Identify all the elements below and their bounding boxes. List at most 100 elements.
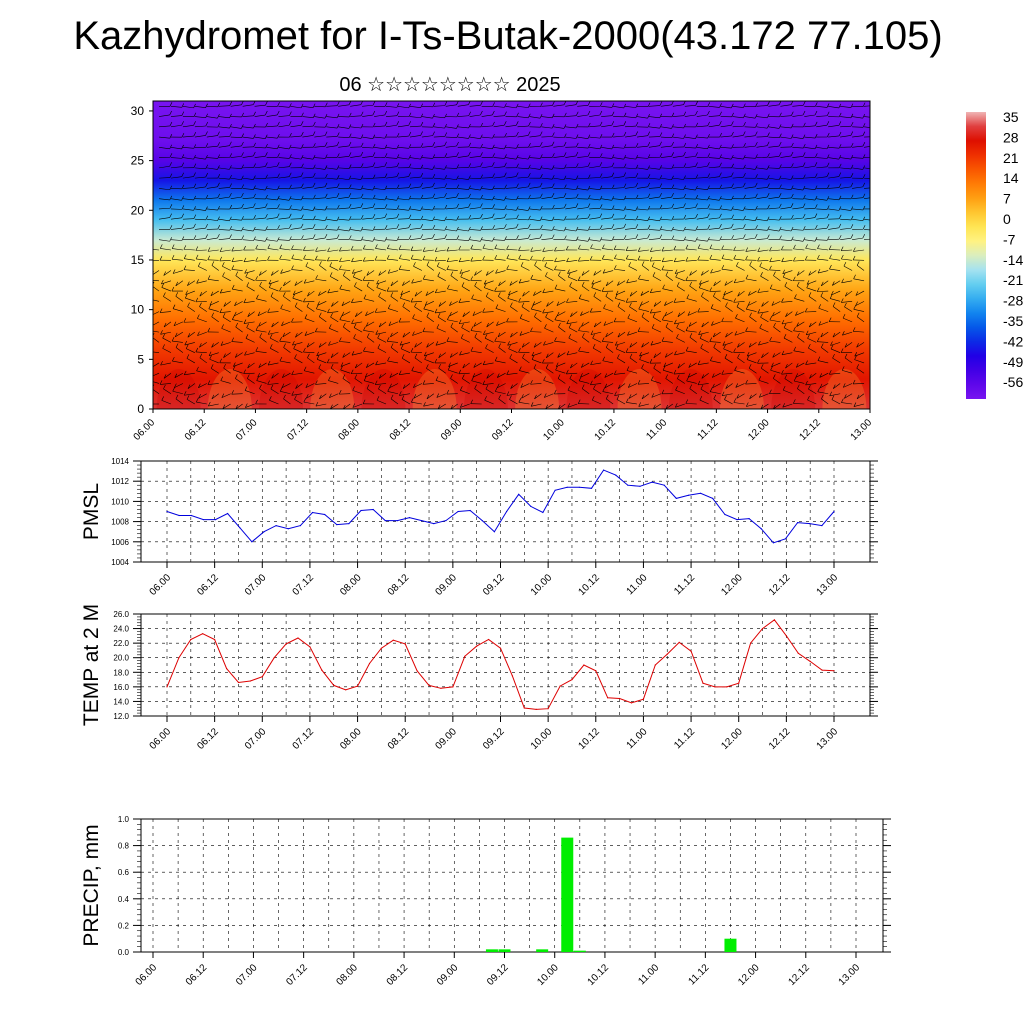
wind-barb	[591, 280, 602, 285]
wind-barb	[746, 308, 757, 312]
wind-barb	[389, 383, 399, 388]
wind-barb	[291, 258, 303, 261]
wind-barb-feather	[355, 312, 358, 317]
wind-barb-feather	[737, 353, 740, 358]
wind-barb-feather	[820, 332, 824, 338]
wind-barb	[374, 198, 385, 201]
wind-barb	[652, 316, 662, 323]
wind-barb-feather	[733, 246, 736, 251]
wind-barb-feather	[434, 256, 438, 262]
wind-barb-feather	[172, 304, 176, 309]
wind-barb	[701, 270, 709, 276]
wind-barb	[665, 275, 674, 282]
x-tick-label: 12.12	[797, 417, 823, 443]
wind-barb-feather	[377, 334, 380, 339]
wind-barb	[437, 266, 446, 271]
wind-barb-feather	[819, 373, 823, 378]
wind-barb-feather	[617, 384, 621, 389]
wind-barb	[170, 176, 182, 179]
wind-barb	[616, 399, 626, 405]
wind-barb-feather	[229, 216, 232, 221]
wind-barb	[462, 311, 470, 318]
wind-barb	[326, 105, 338, 107]
wind-barb-feather	[217, 114, 220, 119]
wind-barb-feather	[193, 195, 196, 201]
wind-barb	[222, 266, 231, 271]
wind-barb-feather	[568, 323, 572, 328]
wind-barb-feather	[570, 363, 573, 369]
pmsl-point	[554, 489, 556, 491]
wind-barb-feather	[183, 254, 187, 259]
wind-barb-feather	[387, 269, 391, 274]
wind-barb-feather	[599, 204, 603, 209]
wind-barb	[768, 218, 780, 221]
wind-barb	[581, 362, 590, 368]
wind-barb-feather	[638, 274, 641, 280]
wind-barb	[266, 147, 278, 150]
x-tick-label: 12.00	[736, 962, 762, 988]
wind-barb	[711, 321, 721, 326]
wind-barb	[605, 280, 614, 287]
wind-barb-feather	[676, 282, 680, 287]
wind-barb-feather	[468, 203, 471, 208]
wind-barb-feather	[256, 294, 259, 299]
wind-barb	[628, 265, 638, 271]
wind-barb	[307, 290, 315, 297]
wind-barb-feather	[396, 184, 400, 189]
wind-barb-feather	[492, 133, 495, 139]
wind-barb	[259, 388, 267, 394]
wind-barb-feather	[461, 282, 465, 287]
wind-barb	[505, 176, 517, 179]
y-tick-label: 0	[137, 402, 144, 416]
wind-barb-feather	[613, 317, 617, 322]
wind-barb	[469, 114, 481, 117]
wind-barb	[840, 135, 851, 138]
wind-barb	[270, 348, 279, 353]
wind-barb-feather	[862, 193, 866, 198]
wind-barb-feather	[855, 291, 859, 296]
wind-barb	[544, 327, 554, 333]
wind-barb-feather	[336, 234, 340, 239]
wind-barb	[684, 166, 696, 169]
wind-barb	[493, 217, 505, 220]
wind-barb	[568, 276, 578, 282]
wind-barb-feather	[773, 322, 776, 328]
wind-barb	[589, 177, 601, 179]
wind-barb	[736, 306, 745, 312]
wind-barb-feather	[449, 353, 453, 358]
wind-barb-feather	[304, 314, 308, 319]
wind-barb	[220, 380, 231, 384]
wind-barb	[161, 400, 172, 405]
temp-point	[678, 641, 680, 644]
wind-barb	[531, 403, 542, 407]
wind-barb-feather	[796, 322, 799, 327]
wind-barb-feather	[510, 333, 513, 338]
wind-barb-feather	[707, 225, 711, 230]
wind-barb-feather	[838, 163, 842, 168]
wind-barb-feather	[195, 347, 199, 353]
wind-barb	[493, 105, 505, 108]
wind-barb	[255, 351, 267, 353]
wind-barb	[194, 208, 206, 211]
wind-barb-feather	[826, 132, 830, 138]
wind-barb-feather	[734, 366, 737, 371]
wind-barb	[793, 403, 805, 405]
wind-barb-feather	[611, 184, 615, 189]
wind-barb-feather	[300, 195, 304, 201]
wind-barb	[771, 362, 781, 368]
wind-barb-feather	[161, 396, 165, 401]
wind-barb	[688, 372, 697, 378]
temp-point	[547, 708, 549, 710]
wind-barb	[558, 403, 566, 409]
wind-barb-feather	[351, 298, 354, 303]
wind-barb-feather	[422, 380, 426, 385]
wind-barb-feather	[300, 103, 304, 109]
wind-barb-feather	[635, 173, 639, 178]
x-tick-label: 10.00	[529, 572, 555, 598]
wind-barb-feather	[396, 224, 400, 229]
wind-barb-feather	[724, 354, 728, 359]
wind-barb-feather	[313, 194, 316, 200]
wind-barb-feather	[336, 132, 340, 137]
wind-barb-feather	[480, 237, 483, 242]
wind-barb-feather	[324, 233, 328, 239]
